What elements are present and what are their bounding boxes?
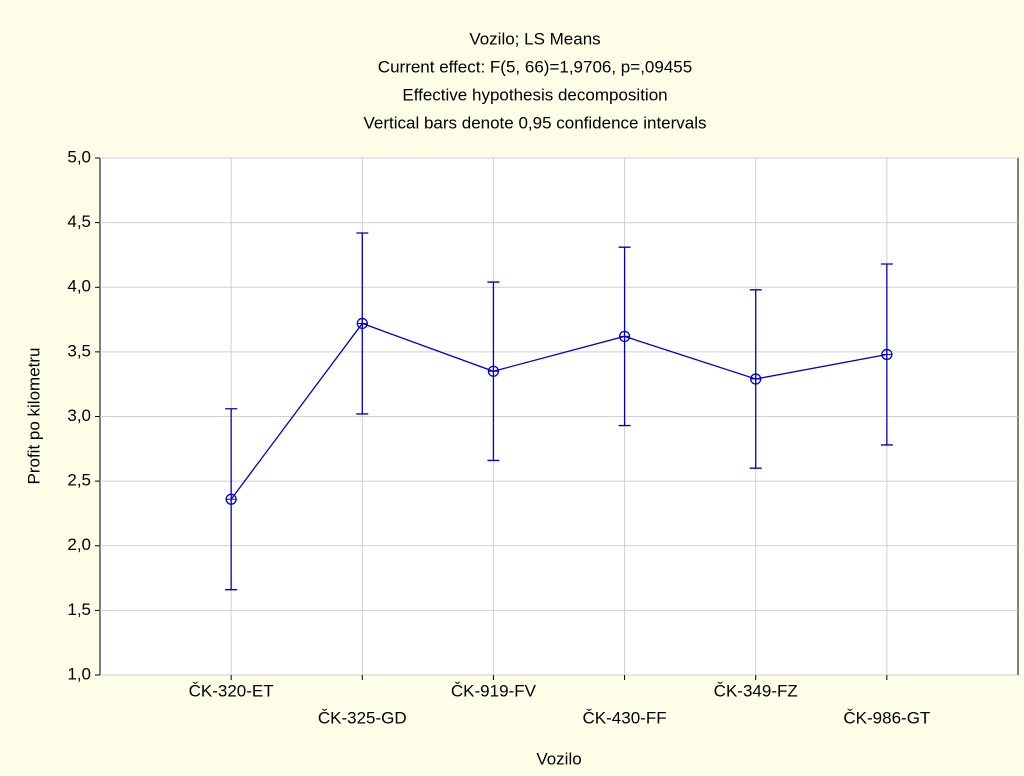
chart-subtitle: Effective hypothesis decomposition (402, 85, 667, 104)
chart-subtitle: Vertical bars denote 0,95 confidence int… (363, 113, 706, 132)
y-tick-label: 4,5 (67, 212, 91, 231)
y-tick-label: 2,5 (67, 471, 91, 490)
x-tick-label: ČK-986-GT (843, 708, 930, 727)
y-axis-label: Profit po kilometru (24, 348, 43, 485)
y-tick-label: 4,0 (67, 277, 91, 296)
x-axis-label: Vozilo (536, 749, 581, 768)
y-tick-label: 3,0 (67, 406, 91, 425)
x-tick-label: ČK-325-GD (318, 708, 407, 727)
y-tick-label: 3,5 (67, 341, 91, 360)
chart-subtitle: Current effect: F(5, 66)=1,9706, p=,0945… (378, 57, 692, 76)
x-tick-label: ČK-320-ET (189, 681, 274, 700)
x-tick-label: ČK-430-FF (583, 708, 667, 727)
x-tick-label: ČK-919-FV (451, 681, 537, 700)
x-tick-label: ČK-349-FZ (714, 681, 798, 700)
line (230, 322, 887, 500)
chart-title: Vozilo; LS Means (469, 29, 600, 48)
y-tick-label: 2,0 (67, 535, 91, 554)
y-tick-label: 1,5 (67, 600, 91, 619)
y-tick-label: 1,0 (67, 664, 91, 683)
y-tick-label: 5,0 (67, 147, 91, 166)
